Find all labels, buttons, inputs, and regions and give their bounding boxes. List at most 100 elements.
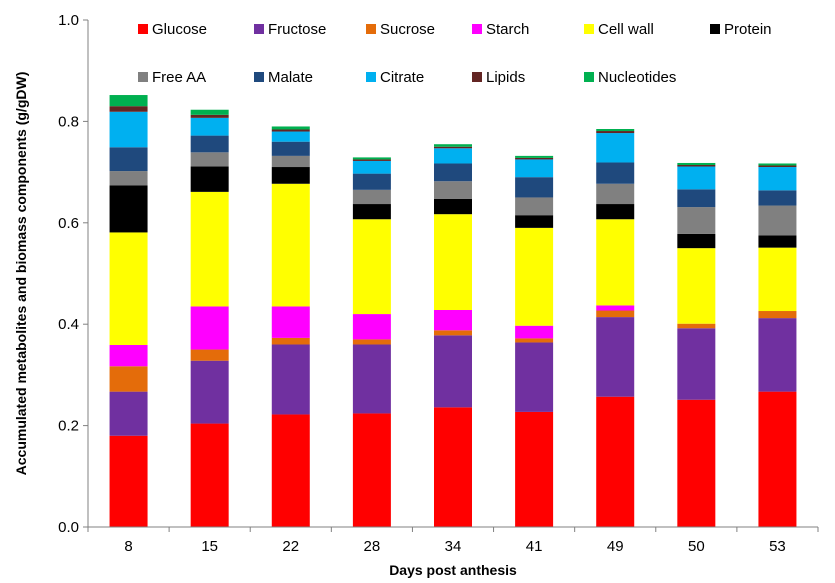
- bar-segment-starch-34: [434, 310, 472, 331]
- bar-segment-citrate-15: [190, 117, 229, 136]
- legend-swatch-nucleotides: [584, 72, 594, 82]
- bar-segment-lipids-41: [515, 157, 554, 160]
- bar-segment-fructose-50: [677, 328, 716, 400]
- bar-segment-fructose-22: [271, 344, 310, 415]
- bar-segment-fructose-53: [758, 318, 797, 392]
- bar-segment-nucleotides-50: [677, 162, 716, 165]
- bar-segment-free-aa-53: [758, 205, 797, 236]
- bar-segment-malate-15: [190, 135, 229, 153]
- y-tick-label: 0.0: [58, 519, 79, 536]
- legend-swatch-glucose: [138, 24, 148, 34]
- y-axis-title: Accumulated metabolites and biomass comp…: [13, 72, 29, 476]
- bar-segment-fructose-28: [352, 344, 391, 414]
- bar-segment-citrate-8: [109, 111, 148, 148]
- bar-segment-sucrose-41: [515, 338, 554, 343]
- legend-label-malate: Malate: [268, 69, 313, 86]
- bar-segment-malate-22: [271, 141, 310, 156]
- bar-segment-fructose-41: [515, 342, 554, 412]
- bar-segment-cell-wall-53: [758, 247, 797, 312]
- x-tick-label: 34: [445, 538, 462, 555]
- bar-segment-lipids-50: [677, 165, 716, 167]
- bar-segment-protein-53: [758, 235, 797, 248]
- bar-segment-protein-41: [515, 215, 554, 228]
- bar-segment-cell-wall-50: [677, 248, 716, 324]
- bar-segment-sucrose-50: [677, 323, 716, 329]
- bar-segment-free-aa-50: [677, 207, 716, 234]
- bar-segment-free-aa-8: [109, 171, 148, 186]
- bar-segment-free-aa-49: [596, 183, 635, 205]
- y-tick-label: 1.0: [58, 12, 79, 29]
- bar-segment-nucleotides-28: [352, 157, 391, 160]
- bar-segment-nucleotides-41: [515, 155, 554, 158]
- bar-segment-citrate-28: [352, 160, 391, 174]
- bar-segment-glucose-53: [758, 391, 797, 527]
- x-tick-label: 15: [201, 538, 218, 555]
- bar-segment-free-aa-34: [434, 181, 472, 199]
- y-tick-label: 0.6: [58, 215, 79, 232]
- bar-segment-sucrose-34: [434, 330, 472, 336]
- x-axis-title: Days post anthesis: [389, 562, 517, 578]
- x-tick-label: 49: [607, 538, 624, 555]
- bar-segment-starch-28: [352, 314, 391, 340]
- bar-segment-glucose-22: [271, 414, 310, 527]
- legend-label-starch: Starch: [486, 21, 529, 38]
- bar-segment-cell-wall-15: [190, 191, 229, 307]
- bar-segment-free-aa-41: [515, 197, 554, 216]
- legend-label-cell-wall: Cell wall: [598, 21, 654, 38]
- bar-segment-lipids-15: [190, 114, 229, 118]
- bar-segment-lipids-53: [758, 165, 797, 168]
- bar-segment-citrate-49: [596, 133, 635, 163]
- bar-segment-sucrose-8: [109, 366, 148, 392]
- bar-segment-protein-28: [352, 204, 391, 220]
- x-tick-label: 28: [364, 538, 381, 555]
- legend-swatch-cell-wall: [584, 24, 594, 34]
- axes-group: 0.0 0.2 0.4 0.6 0.8 1.0 8 15 22 28 34 41 49 50 53: [58, 12, 819, 555]
- bar-segment-cell-wall-49: [596, 219, 635, 306]
- bar-segment-glucose-28: [352, 413, 391, 527]
- legend-label-citrate: Citrate: [380, 69, 424, 86]
- legend-label-nucleotides: Nucleotides: [598, 69, 676, 86]
- bars-group: [109, 95, 797, 527]
- bar-segment-nucleotides-8: [109, 95, 148, 107]
- bar-segment-sucrose-53: [758, 311, 797, 319]
- legend-swatch-starch: [472, 24, 482, 34]
- bar-segment-glucose-49: [596, 396, 635, 527]
- bar-segment-malate-8: [109, 147, 148, 172]
- bar-segment-protein-50: [677, 233, 716, 249]
- legend-swatch-lipids: [472, 72, 482, 82]
- y-tick-label: 0.8: [58, 113, 79, 130]
- bar-segment-nucleotides-53: [758, 163, 797, 166]
- bar-segment-glucose-50: [677, 399, 716, 527]
- legend-label-free-aa: Free AA: [152, 69, 206, 86]
- bar-segment-lipids-22: [271, 129, 310, 132]
- bar-segment-citrate-22: [271, 131, 310, 142]
- bar-segment-malate-49: [596, 162, 635, 184]
- bar-segment-malate-34: [434, 163, 472, 182]
- bar-segment-starch-15: [190, 306, 229, 350]
- bar-segment-protein-49: [596, 204, 635, 220]
- legend-label-fructose: Fructose: [268, 21, 326, 38]
- x-tick-label: 41: [526, 538, 543, 555]
- bar-segment-starch-22: [271, 306, 310, 338]
- legend-label-protein: Protein: [724, 21, 772, 38]
- bar-segment-cell-wall-22: [271, 183, 310, 307]
- bar-segment-lipids-49: [596, 131, 635, 134]
- bar-segment-malate-28: [352, 173, 391, 190]
- bar-segment-citrate-34: [434, 148, 472, 164]
- bar-segment-cell-wall-28: [352, 219, 391, 315]
- bar-segment-citrate-50: [677, 166, 716, 190]
- bar-segment-nucleotides-49: [596, 129, 635, 132]
- bar-segment-free-aa-15: [190, 152, 229, 167]
- bar-segment-starch-8: [109, 344, 148, 367]
- legend-swatch-citrate: [366, 72, 376, 82]
- bar-segment-fructose-8: [109, 391, 148, 436]
- legend-swatch-sucrose: [366, 24, 376, 34]
- bar-segment-glucose-34: [434, 407, 472, 527]
- bar-segment-free-aa-28: [352, 189, 391, 205]
- bar-segment-nucleotides-22: [271, 126, 310, 130]
- bar-segment-fructose-49: [596, 317, 635, 397]
- bar-segment-glucose-8: [109, 435, 148, 527]
- bar-segment-citrate-53: [758, 167, 797, 191]
- bar-segment-lipids-28: [352, 159, 391, 161]
